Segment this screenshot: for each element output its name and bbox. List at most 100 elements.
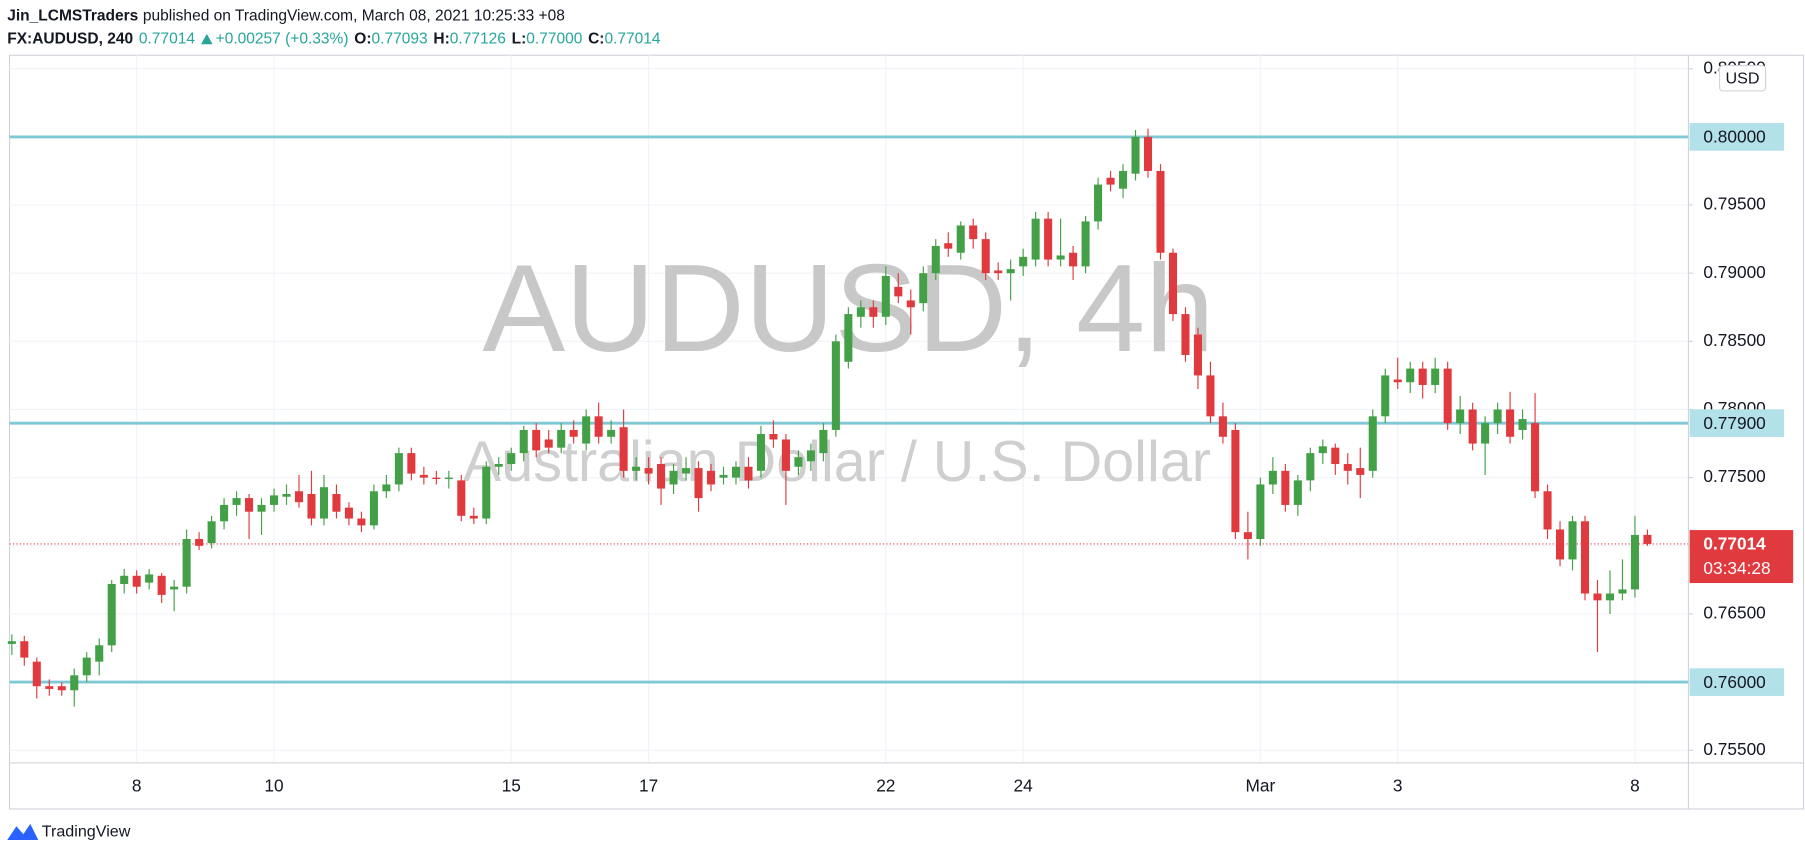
candle-body — [1119, 170, 1128, 189]
watermark-subtitle: Australian Dollar / U.S. Dollar — [463, 430, 1211, 494]
change: +0.00257 (+0.33%) — [216, 31, 349, 48]
candle-body — [1368, 416, 1377, 471]
candle-body — [619, 427, 628, 471]
candle-body — [894, 286, 903, 297]
candle-body — [1094, 184, 1103, 222]
candle-body — [1181, 314, 1190, 355]
candle-body — [1343, 464, 1352, 471]
candle-body — [756, 434, 765, 471]
candle-body — [594, 416, 603, 437]
candle-body — [257, 504, 266, 512]
candle-body — [432, 477, 441, 480]
candle-body — [419, 474, 428, 478]
candle-body — [157, 575, 166, 595]
candle-body — [1044, 218, 1053, 260]
candle-body — [794, 457, 803, 467]
ohlc-value: 0.77093 — [372, 31, 428, 48]
candle-body — [457, 480, 466, 516]
last-price-tag — [1689, 530, 1794, 584]
candle-body — [1481, 423, 1490, 444]
x-tick-label: 3 — [1393, 776, 1403, 796]
candle-body — [844, 314, 853, 362]
candle-body — [1019, 256, 1028, 267]
candle-body — [1206, 375, 1215, 417]
candle-body — [994, 270, 1003, 274]
candle-body — [1331, 447, 1340, 465]
level-tag — [1689, 123, 1784, 151]
level-tag — [1689, 668, 1784, 696]
candle-body — [482, 466, 491, 519]
candle-body — [232, 498, 241, 505]
candle-body — [207, 521, 216, 544]
candle-body — [307, 494, 316, 519]
candle-body — [407, 453, 416, 474]
y-tick-label: 0.75500 — [1703, 739, 1765, 759]
candle-body — [781, 439, 790, 471]
candle-body — [831, 341, 840, 430]
candle-body — [582, 416, 591, 444]
candle-body — [1630, 534, 1639, 590]
level-label: 0.80000 — [1703, 127, 1765, 147]
candle-body — [1580, 521, 1590, 594]
candle-body — [145, 574, 154, 583]
ohlc-value: 0.77014 — [604, 31, 660, 48]
candle-body — [944, 243, 953, 249]
candle-body — [1031, 218, 1040, 260]
candle-body — [95, 645, 104, 662]
candle-body — [1381, 375, 1390, 417]
candle-body — [170, 586, 179, 590]
candle-body — [856, 307, 865, 317]
candle-body — [220, 504, 229, 522]
candle-body — [956, 225, 965, 253]
candle-body — [819, 429, 828, 454]
candle-body — [719, 474, 728, 478]
candle-body — [1456, 409, 1465, 424]
candle-body — [1506, 409, 1515, 437]
candle-body — [1306, 453, 1315, 481]
candle-body — [369, 491, 378, 526]
candle-body — [1643, 534, 1652, 544]
candle-body — [1268, 470, 1277, 485]
candle-body — [82, 657, 91, 676]
candle-body — [607, 429, 616, 437]
candle-body — [1468, 409, 1477, 444]
candle-body — [557, 429, 566, 448]
candle-body — [357, 518, 366, 526]
candle-body — [769, 434, 778, 440]
currency-box: USD — [1718, 65, 1767, 92]
currency-box-frame — [1718, 65, 1767, 92]
candle-body — [32, 661, 41, 687]
ohlc-key: O: — [354, 31, 371, 48]
last-price-label: 0.77014 — [1703, 534, 1766, 554]
header-line-1: Jin_LCMSTraders published on TradingView.… — [7, 8, 565, 25]
candle-body — [507, 453, 516, 465]
candle-body — [1618, 589, 1627, 594]
candle-body — [282, 494, 291, 497]
candle-body — [682, 468, 691, 474]
candle-body — [57, 686, 66, 691]
candle-body — [1543, 491, 1552, 530]
candle-body — [1318, 446, 1327, 454]
candle-body — [869, 307, 878, 317]
candle-body — [1556, 529, 1565, 560]
currency: USD — [1726, 70, 1760, 88]
ohlc-value: 0.77000 — [526, 31, 582, 48]
candle-body — [1231, 429, 1240, 533]
published: published on TradingView.com, March 08, … — [143, 8, 565, 25]
candle-body — [1356, 468, 1365, 475]
candle-body — [1518, 419, 1527, 430]
candle-body — [494, 464, 503, 467]
candle-body — [1243, 532, 1252, 539]
candle-body — [469, 515, 478, 519]
candle-body — [806, 450, 815, 462]
candle-body — [269, 495, 279, 505]
candle-body — [519, 429, 528, 454]
candle-body — [1143, 136, 1153, 171]
candle-body — [981, 239, 990, 274]
chart-frame — [8, 54, 1805, 810]
candle-body — [1081, 221, 1090, 267]
ohlc-key: C: — [588, 31, 604, 48]
x-tick-label: 8 — [1630, 776, 1640, 796]
y-tick-label: 0.76500 — [1703, 603, 1765, 623]
